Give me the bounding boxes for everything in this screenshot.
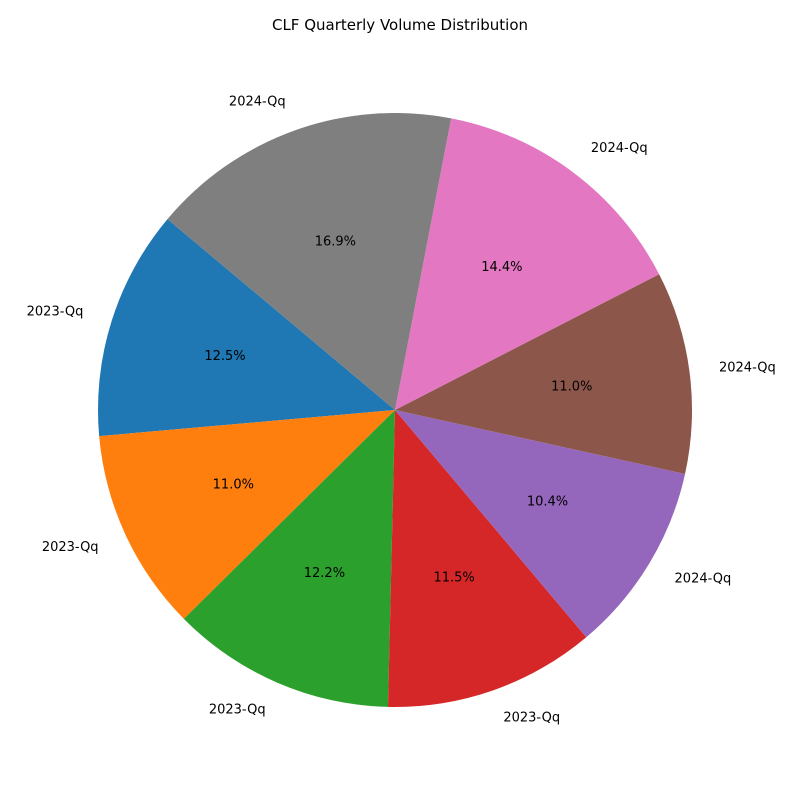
slice-category-label: 2024-Qq: [675, 572, 732, 587]
pie-slice: [99, 410, 395, 619]
slices-layer: [97, 113, 692, 707]
pie-slice: [395, 118, 660, 411]
slice-percent-label: 16.9%: [315, 235, 356, 250]
slice-percent-label: 11.0%: [551, 380, 592, 395]
slice-percent-label: 11.0%: [213, 477, 254, 492]
pie-slice: [167, 113, 452, 411]
pie-slice: [395, 410, 686, 638]
percent-labels-layer: 12.5% 11.0% 12.2% 11.5% 10.4% 11.0% 14.4% 16.9%: [204, 235, 592, 586]
slice-category-label: 2023-Qq: [27, 304, 84, 319]
slice-percent-label: 11.5%: [433, 571, 474, 586]
pie-slice: [387, 410, 587, 707]
slice-category-label: 2024-Qq: [229, 95, 286, 110]
slice-percent-label: 12.2%: [304, 566, 345, 581]
slice-category-label: 2023-Qq: [503, 711, 560, 726]
slice-category-label: 2024-Qq: [719, 360, 776, 375]
pie-slice: [395, 274, 692, 474]
slice-percent-label: 10.4%: [527, 495, 568, 510]
slice-category-label: 2024-Qq: [591, 141, 648, 156]
slice-percent-label: 12.5%: [204, 349, 245, 364]
category-labels-layer: 2023-Qq 2023-Qq 2023-Qq 2023-Qq 2024-Qq 2024-…: [27, 95, 776, 726]
pie-slice: [183, 410, 395, 707]
slice-percent-label: 14.4%: [481, 260, 522, 275]
slice-category-label: 2023-Qq: [42, 540, 99, 555]
pie-slice: [97, 219, 395, 437]
chart-title: CLF Quarterly Volume Distribution: [271, 16, 529, 34]
slice-category-label: 2023-Qq: [209, 702, 266, 717]
